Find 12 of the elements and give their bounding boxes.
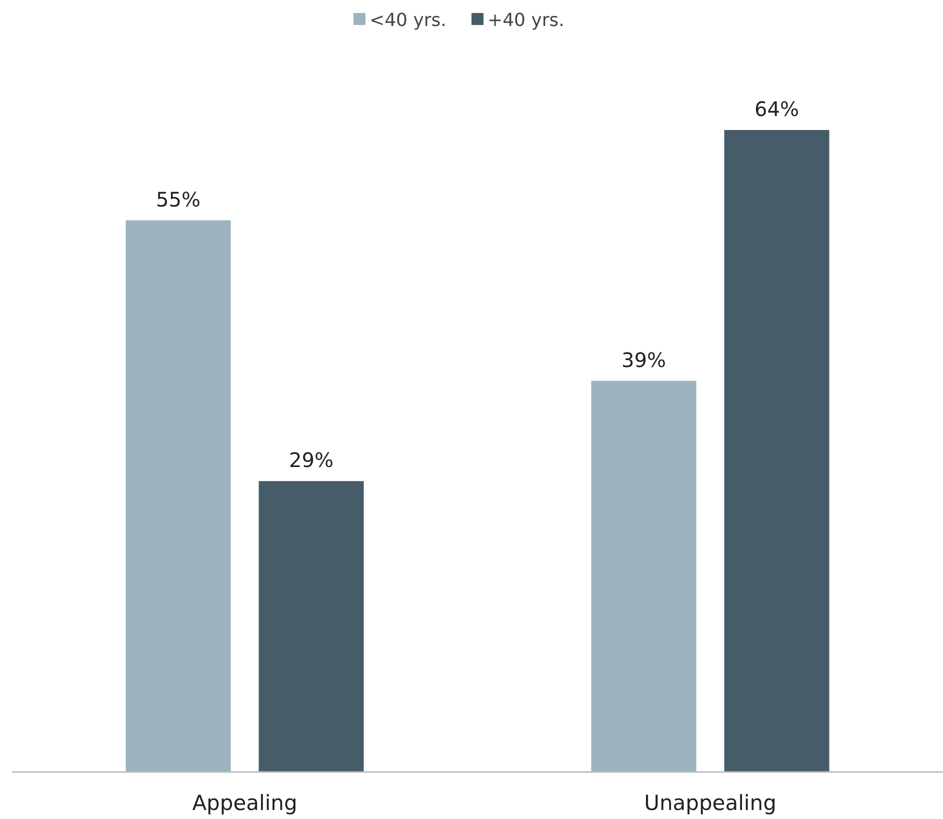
bar <box>591 380 696 772</box>
data-label: 29% <box>289 448 334 472</box>
legend-label: +40 yrs. <box>488 10 564 31</box>
bar <box>258 481 364 772</box>
x-tick-label: Appealing <box>192 791 298 815</box>
data-label: 64% <box>754 97 799 121</box>
legend-label: <40 yrs. <box>370 10 446 31</box>
bar <box>724 130 830 772</box>
data-label: 55% <box>156 187 200 212</box>
data-label: 39% <box>622 348 666 372</box>
bar <box>126 220 231 772</box>
x-tick-label: Unappealing <box>644 791 776 815</box>
